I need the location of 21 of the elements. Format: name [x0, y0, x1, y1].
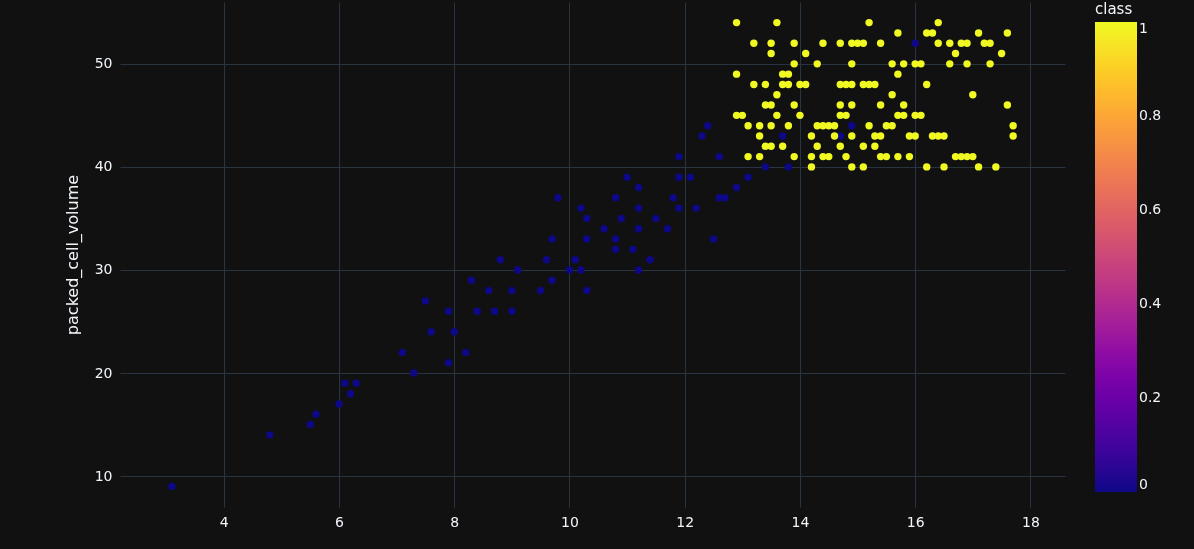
- color-bar-label: 0: [1139, 476, 1148, 492]
- x-tick-label: 12: [676, 513, 695, 530]
- y-tick-label: 20: [94, 364, 113, 381]
- x-tick-label: 16: [906, 513, 925, 530]
- y-tick-label: 40: [94, 158, 113, 175]
- color-bar-title: class: [1095, 0, 1133, 18]
- color-bar-label: 0.4: [1139, 295, 1162, 311]
- color-bar-label: 1: [1139, 20, 1148, 36]
- y-tick-label: 50: [94, 55, 113, 72]
- color-bar-label: 0.6: [1139, 201, 1162, 217]
- color-bar-label: 0.8: [1139, 107, 1162, 123]
- x-tick-label: 4: [219, 513, 229, 530]
- y-tick-label: 30: [94, 261, 113, 278]
- x-tick-label: 14: [791, 513, 810, 530]
- color-bar-label: 0.2: [1139, 389, 1162, 405]
- x-tick-label: 8: [450, 513, 460, 530]
- x-tick-label: 18: [1022, 513, 1040, 530]
- x-tick-label: 10: [561, 513, 579, 530]
- y-axis-title: packed_cell_volume: [62, 174, 83, 336]
- x-tick-label: 6: [335, 513, 344, 530]
- y-tick-label: 10: [94, 467, 113, 484]
